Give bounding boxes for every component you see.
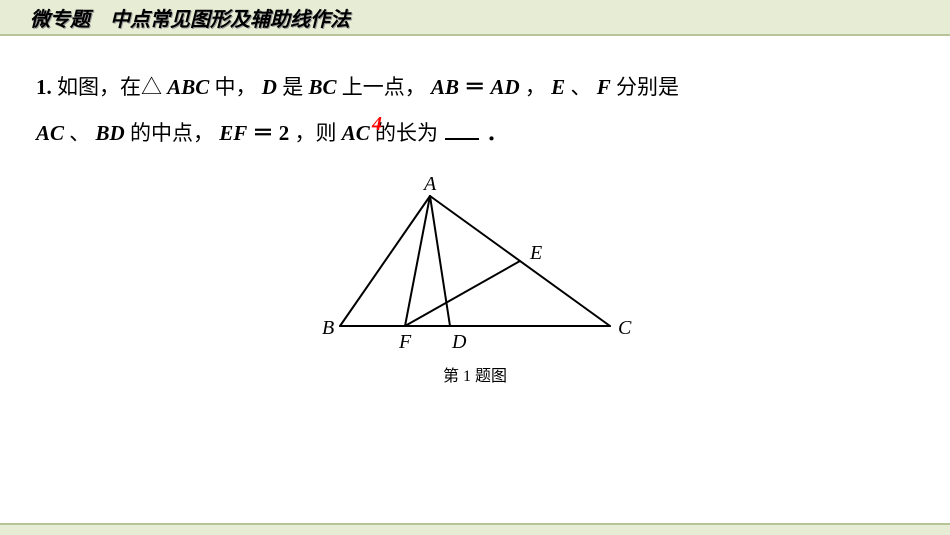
answer-value: 4 <box>372 102 382 146</box>
text: 上一点， <box>336 75 431 99</box>
var-ef: EF <box>219 121 247 145</box>
svg-text:E: E <box>529 242 542 264</box>
val-2: 2 <box>279 121 290 145</box>
text: 分别是 <box>611 75 679 99</box>
var-d: D <box>262 75 277 99</box>
svg-text:B: B <box>322 317 334 339</box>
header-bar: 微专题 中点常见图形及辅助线作法 <box>0 0 950 36</box>
text: 中， <box>209 75 262 99</box>
var-ab: AB <box>431 75 459 99</box>
var-e: E <box>551 75 565 99</box>
text: ，则 <box>289 121 342 145</box>
var-bd: BD <box>96 121 125 145</box>
text: 是 <box>277 75 309 99</box>
problem-text: 4 1. 如图，在△ ABC 中， D 是 BC 上一点， AB ＝ AD ， … <box>36 64 914 156</box>
var-ac2: AC <box>342 121 370 145</box>
figure-wrap: A B C D E F 第 1 题图 <box>36 176 914 386</box>
header-title: 微专题 中点常见图形及辅助线作法 <box>30 3 350 32</box>
svg-text:A: A <box>422 176 437 195</box>
text: 的中点， <box>125 121 220 145</box>
text: 如图，在△ <box>52 75 168 99</box>
svg-text:D: D <box>451 331 467 353</box>
problem-number: 1. <box>36 75 52 99</box>
var-abc: ABC <box>167 75 209 99</box>
var-f: F <box>597 75 611 99</box>
period: ． <box>481 121 507 145</box>
geometry-figure: A B C D E F <box>310 176 640 356</box>
var-ac: AC <box>36 121 64 145</box>
figure-caption: 第 1 题图 <box>443 362 507 386</box>
svg-text:F: F <box>398 331 412 353</box>
eq: ＝ <box>247 121 279 145</box>
var-ad: AD <box>490 75 519 99</box>
footer-band <box>0 525 950 535</box>
var-bc: BC <box>308 75 336 99</box>
svg-text:C: C <box>618 317 632 339</box>
answer-blank <box>445 119 479 140</box>
eq: ＝ <box>459 75 491 99</box>
text: 、 <box>64 121 96 145</box>
content-area: 4 1. 如图，在△ ABC 中， D 是 BC 上一点， AB ＝ AD ， … <box>0 36 950 386</box>
text: 、 <box>565 75 597 99</box>
text: ， <box>520 75 552 99</box>
